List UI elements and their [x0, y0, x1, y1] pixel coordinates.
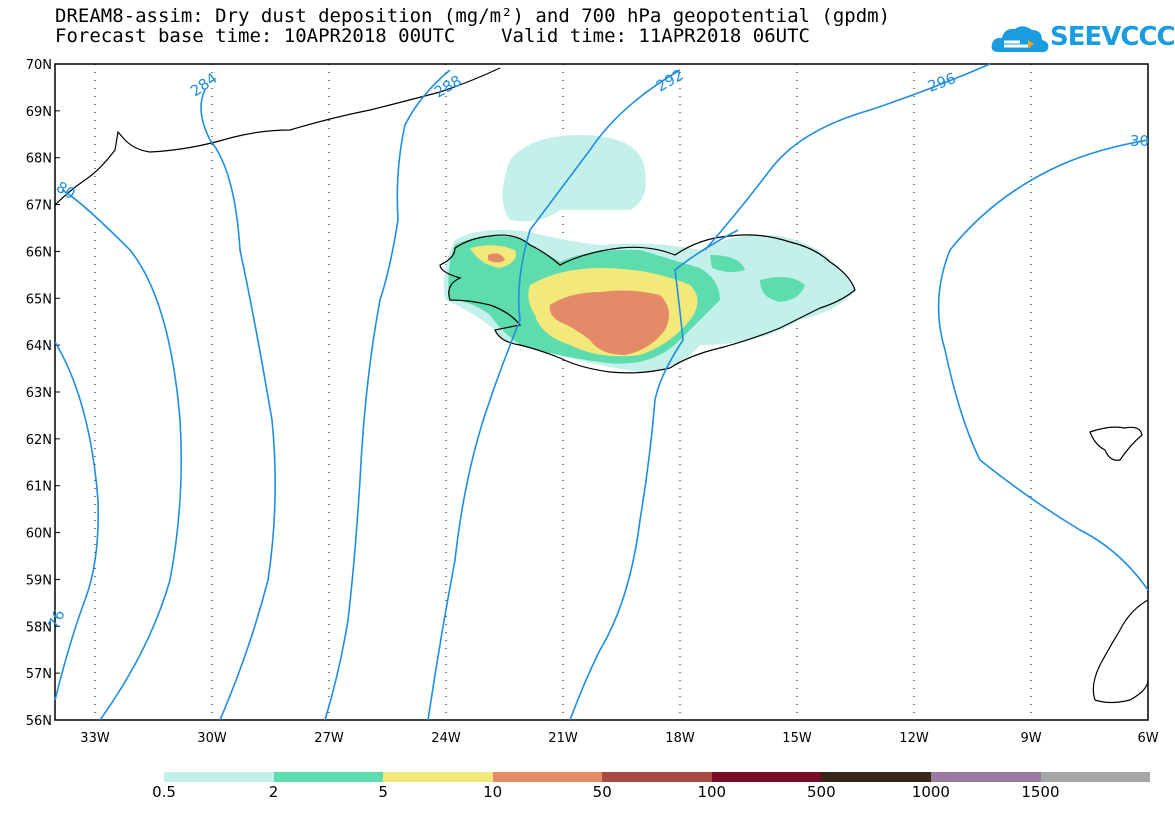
- latitude-label: 65N: [26, 292, 52, 307]
- longitude-label: 9W: [1020, 731, 1041, 746]
- latitude-label: 63N: [26, 386, 52, 401]
- iceland-coast: [439, 234, 856, 374]
- longitude-label: 21W: [548, 731, 578, 746]
- legend-label: 2: [268, 783, 279, 801]
- geopotential-contours: [54, 63, 1149, 721]
- logo-text: SEEVCCC: [1050, 22, 1175, 52]
- latitude-labels: 70N 69N 68N 67N 66N 65N 64N 63N 62N 61N 60N 59N 58N 5…: [26, 58, 60, 729]
- legend-swatch: [383, 772, 493, 782]
- longitude-labels: 33W 30W 27W 24W 21W 18W 15W 12W 9W 6W: [80, 731, 1158, 746]
- legend-swatch: [930, 772, 1041, 782]
- scotland-coast: [1092, 599, 1149, 704]
- dust-deposition-field: [443, 135, 855, 372]
- contour-label: 284: [187, 69, 221, 100]
- legend-label: 100: [697, 783, 727, 801]
- longitude-label: 33W: [80, 731, 110, 746]
- contour-292: [427, 69, 681, 721]
- legend-swatch: [164, 772, 274, 782]
- latitude-label: 61N: [26, 480, 52, 495]
- latitude-label: 60N: [26, 527, 52, 542]
- longitude-label: 27W: [314, 731, 344, 746]
- legend-swatch: [602, 772, 712, 782]
- latitude-label: 70N: [26, 58, 52, 73]
- legend-label: 500: [807, 783, 836, 801]
- latitude-label: 67N: [26, 199, 52, 214]
- longitude-label: 15W: [782, 731, 812, 746]
- latitude-label: 56N: [26, 714, 52, 729]
- contour-288: [324, 69, 451, 721]
- legend-swatch: [273, 772, 384, 782]
- legend-label: 50: [592, 783, 612, 801]
- latitude-label: 62N: [26, 433, 52, 448]
- contour-280: [61, 189, 183, 721]
- contour-label: 30: [1130, 132, 1149, 150]
- legend-swatch: [711, 772, 822, 782]
- contour-label: 292: [653, 66, 687, 96]
- map-title-line-2: Forecast base time: 10APR2018 00UTC Vali…: [55, 25, 810, 47]
- legend-label: 5: [378, 783, 388, 801]
- map-title-line-1: DREAM8-assim: Dry dust deposition (mg/m²…: [55, 5, 891, 27]
- legend-swatch: [492, 772, 603, 782]
- dust-region-green: [710, 255, 745, 273]
- contour-276: [54, 341, 100, 701]
- contour-label: 288: [431, 72, 465, 102]
- latitude-label: 68N: [26, 152, 52, 167]
- dust-region-orange: [549, 290, 669, 355]
- legend-label: 0.5: [152, 783, 176, 801]
- legend-label: 10: [483, 783, 503, 801]
- contour-284: [200, 89, 276, 721]
- legend-label: 1500: [1021, 783, 1060, 801]
- latitude-label: 66N: [26, 245, 52, 260]
- legend-colorbar: [164, 772, 1151, 782]
- longitude-label: 6W: [1137, 731, 1158, 746]
- dust-region-green: [760, 276, 805, 302]
- legend-label: 1000: [911, 783, 950, 801]
- longitude-label: 30W: [197, 731, 227, 746]
- latitude-label: 58N: [26, 620, 52, 635]
- legend-swatch: [821, 772, 931, 782]
- latitude-label: 64N: [26, 339, 52, 354]
- contour-296: [704, 63, 991, 251]
- faroe-coast: [1089, 426, 1143, 461]
- dust-region-orange: [488, 253, 505, 263]
- graticule: [94, 64, 1032, 720]
- coastlines: [54, 67, 1149, 704]
- longitude-label: 24W: [431, 731, 461, 746]
- greenland-coast: [54, 67, 501, 206]
- longitude-label: 12W: [899, 731, 929, 746]
- contour-label: 296: [925, 69, 958, 96]
- latitude-label: 59N: [26, 573, 52, 588]
- legend-swatch: [1040, 772, 1151, 782]
- longitude-label: 18W: [665, 731, 695, 746]
- latitude-label: 69N: [26, 105, 52, 120]
- dust-region-light: [502, 135, 646, 222]
- contour-300: [937, 139, 1149, 591]
- cloud-icon: [991, 26, 1049, 53]
- latitude-label: 57N: [26, 667, 52, 682]
- contour-292b: [569, 229, 739, 721]
